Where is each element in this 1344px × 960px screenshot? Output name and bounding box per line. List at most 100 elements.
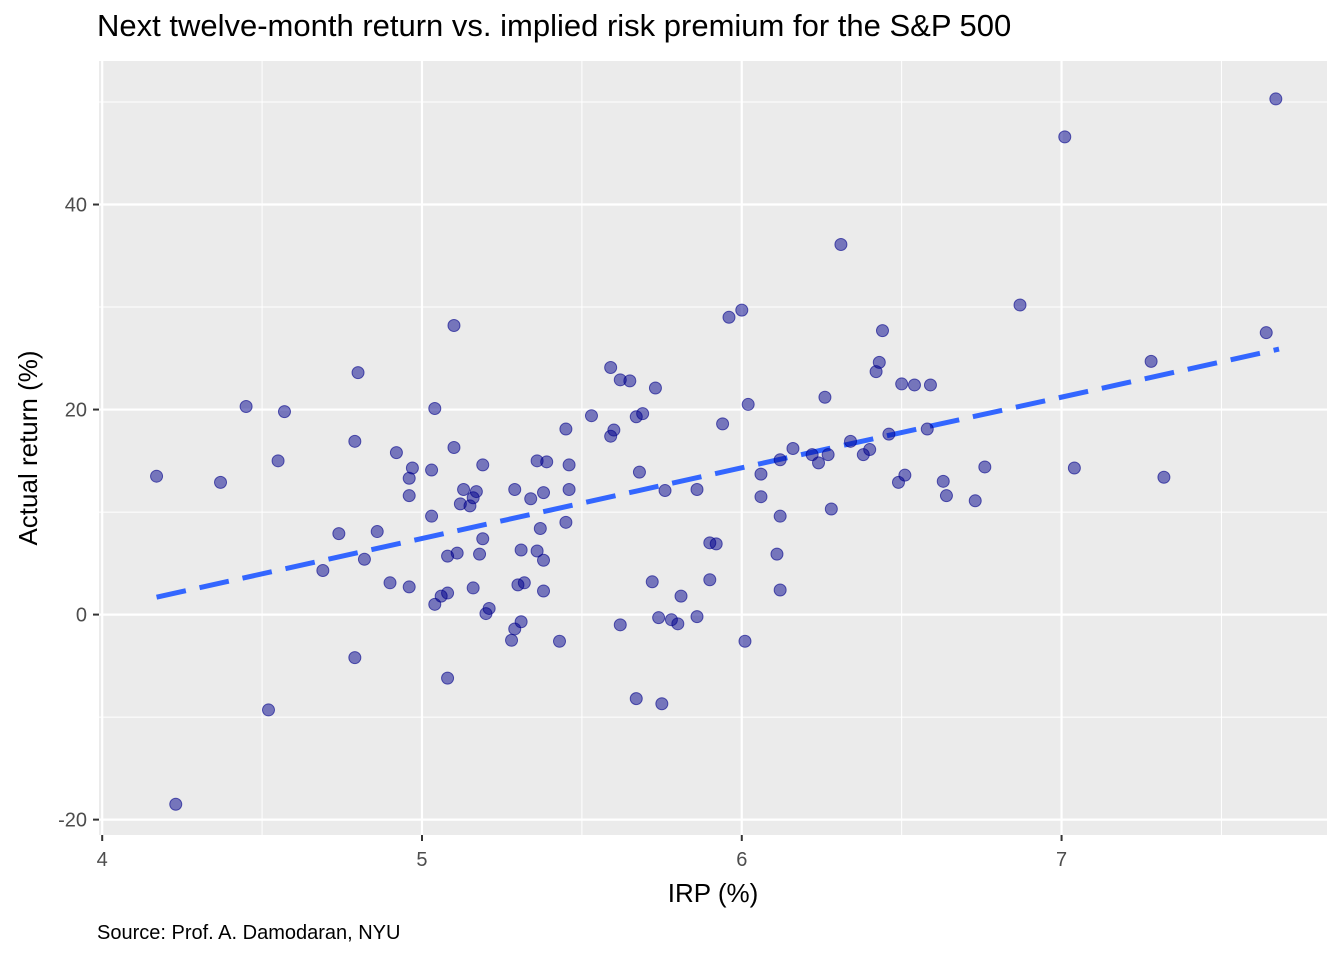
data-point: [907, 378, 921, 392]
data-point: [818, 390, 832, 404]
trend-line: [156, 346, 1280, 600]
y-tick-label: 20: [65, 400, 87, 422]
data-point: [648, 381, 662, 395]
data-point: [524, 492, 538, 506]
data-point: [607, 423, 621, 437]
data-point: [968, 494, 982, 508]
data-point: [623, 374, 637, 388]
data-point: [533, 521, 547, 535]
data-point: [632, 465, 646, 479]
data-point: [978, 460, 992, 474]
data-point: [441, 671, 455, 685]
x-tick-label: 4: [97, 849, 108, 871]
data-point: [540, 455, 554, 469]
y-tick-label: 40: [65, 195, 87, 217]
data-point: [1144, 354, 1158, 368]
data-point: [773, 583, 787, 597]
minor-gridlines: [99, 61, 1327, 835]
data-point: [553, 634, 566, 648]
data-point: [812, 456, 826, 470]
x-tick-label: 7: [1056, 849, 1067, 871]
data-point: [383, 576, 397, 590]
data-point: [508, 483, 522, 497]
data-point: [872, 355, 886, 369]
data-point: [505, 633, 519, 647]
data-point: [457, 483, 471, 497]
data-point: [441, 586, 455, 600]
data-point: [1269, 92, 1283, 106]
x-tick-labels: 4 5 6 7: [97, 849, 1067, 871]
data-point: [428, 402, 442, 416]
data-point: [658, 484, 672, 498]
data-point: [786, 442, 800, 456]
data-point: [738, 634, 752, 648]
data-point: [735, 303, 749, 317]
data-point: [537, 553, 551, 567]
data-point: [562, 458, 576, 472]
data-point: [671, 617, 685, 631]
y-tick-labels: -20 0 20 40: [58, 195, 87, 832]
data-point: [271, 454, 285, 468]
data-point: [703, 573, 717, 587]
data-point: [447, 440, 461, 454]
data-point: [604, 361, 618, 375]
data-point: [629, 692, 643, 706]
data-point: [514, 543, 528, 557]
data-point: [169, 797, 183, 811]
data-point: [389, 446, 403, 460]
data-point: [447, 318, 461, 332]
data-point: [562, 483, 576, 497]
data-point: [636, 407, 650, 421]
data-point: [425, 509, 439, 523]
data-point: [674, 589, 688, 603]
data-point: [652, 611, 666, 625]
data-point: [559, 422, 573, 436]
data-point: [773, 509, 787, 523]
data-point: [741, 397, 755, 411]
data-point: [537, 584, 551, 598]
data-point: [709, 537, 723, 551]
data-point: [770, 547, 784, 561]
data-point: [348, 651, 362, 665]
data-point: [584, 409, 598, 423]
data-point: [239, 399, 253, 413]
data-point: [936, 474, 950, 488]
data-point: [655, 697, 669, 711]
y-axis-title: Actual return (%): [13, 350, 43, 545]
data-point: [450, 546, 464, 560]
data-point: [473, 547, 487, 561]
data-point: [1013, 298, 1027, 312]
major-gridlines: [99, 61, 1327, 835]
data-point: [939, 489, 953, 503]
data-point: [898, 468, 912, 482]
data-point: [277, 405, 291, 419]
data-point: [613, 618, 627, 632]
data-point: [821, 448, 835, 462]
data-point: [402, 489, 416, 503]
data-point: [920, 422, 934, 436]
data-point: [466, 581, 480, 595]
data-point: [405, 461, 419, 475]
data-point: [402, 580, 416, 594]
data-point: [1058, 130, 1072, 144]
data-point: [476, 458, 490, 472]
chart-title: Next twelve-month return vs. implied ris…: [97, 8, 1012, 43]
data-point: [1259, 326, 1273, 340]
data-point: [425, 463, 439, 477]
data-point: [150, 469, 164, 483]
data-point: [469, 485, 483, 499]
data-point: [517, 576, 531, 590]
data-point: [261, 703, 275, 717]
data-point: [357, 552, 371, 566]
data-point: [1067, 461, 1081, 475]
data-point: [863, 443, 877, 457]
data-point: [895, 377, 909, 391]
points-layer: [150, 92, 1283, 811]
plot-panel: [99, 61, 1327, 835]
data-point: [476, 532, 490, 546]
data-point: [875, 324, 889, 338]
data-point: [316, 564, 330, 578]
data-point: [754, 467, 768, 481]
x-tick-label: 5: [416, 849, 427, 871]
